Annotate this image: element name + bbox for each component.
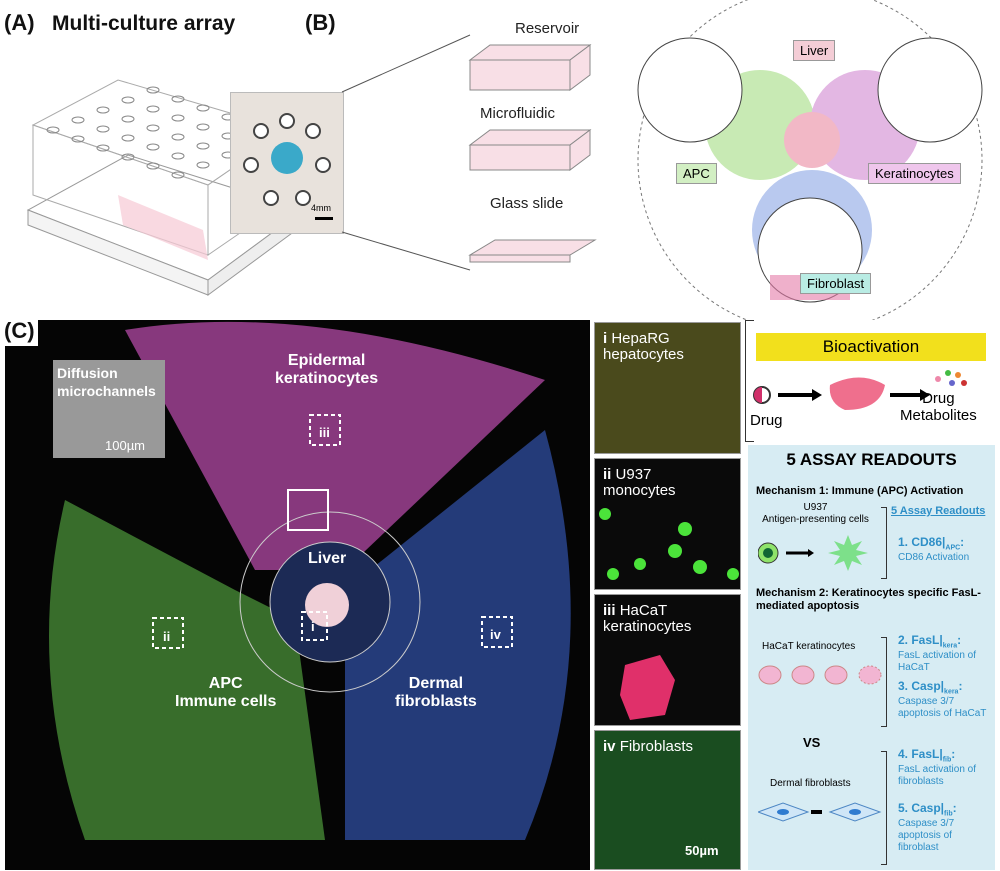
label-dermal-fibroblasts: Dermal fibroblasts xyxy=(395,675,477,710)
inset-text: HaCaT keratinocytes xyxy=(603,602,692,635)
marker-iii: iii xyxy=(319,425,330,440)
inset-text: HepaRG hepatocytes xyxy=(603,330,684,363)
marker-ii: ii xyxy=(163,629,171,644)
inset-num: ii xyxy=(603,466,612,483)
drug-label: Drug xyxy=(750,412,783,429)
assay-readouts-link[interactable]: 5 Assay Readouts xyxy=(891,505,986,517)
panel-a-title: Multi-culture array xyxy=(52,12,236,35)
layer-reservoir: Reservoir xyxy=(515,20,580,37)
inset-fibroblasts: iv Fibroblasts 50µm xyxy=(594,730,741,870)
inset-keratinocytes: iii HaCaT keratinocytes xyxy=(594,594,741,726)
panel-b-label: (B) xyxy=(305,10,336,35)
readout-3-desc: Caspase 3/7 apoptosis of HaCaT xyxy=(898,696,987,719)
label-liver: Liver xyxy=(308,550,347,567)
diffusion-inset-scale: 100µm xyxy=(105,438,146,453)
tissue-liver-label: Liver xyxy=(793,40,836,61)
layer-microfluidic: Microfluidic xyxy=(480,105,556,122)
inset-text: U937 monocytes xyxy=(603,466,676,499)
apc-activation-icon xyxy=(758,535,868,571)
fibroblast-apoptosis-icon xyxy=(758,802,882,822)
monocyte-dots xyxy=(599,508,739,580)
keratinocyte-apoptosis-icon xyxy=(758,665,882,685)
readout-4: 4. FasL|fib: xyxy=(898,747,956,764)
bracket xyxy=(881,751,887,865)
dermal-fibroblasts-label: Dermal fibroblasts xyxy=(770,778,851,789)
u937-label: U937 Antigen-presenting cells xyxy=(762,502,869,525)
inset-num: iv xyxy=(603,738,616,755)
layer-stack-drawing xyxy=(341,34,597,271)
assay-readouts-panel: 5 ASSAY READOUTS Mechanism 1: Immune (AP… xyxy=(748,445,995,870)
readout-3: 3. Casp|kera: xyxy=(898,679,963,696)
inset-num: i xyxy=(603,330,608,347)
bracket xyxy=(881,507,887,579)
readout-5: 5. Casp|fib: xyxy=(898,801,957,818)
label-apc-immune-cells: APC Immune cells xyxy=(175,675,277,710)
panel-a-label: (A) xyxy=(4,10,35,35)
hacat-label: HaCaT keratinocytes xyxy=(762,641,856,652)
readout-2: 2. FasL|kera: xyxy=(898,633,962,650)
bracket xyxy=(881,637,887,727)
mechanism-1: Mechanism 1: Immune (APC) Activation xyxy=(756,485,964,497)
inset-monocytes: ii U937 monocytes xyxy=(594,458,741,590)
tissue-fibroblast-label: Fibroblast xyxy=(800,273,872,294)
marker-iv: iv xyxy=(490,627,501,642)
inset-hepatocytes: i HepaRG hepatocytes xyxy=(594,322,741,454)
tissue-keratinocytes-label: Keratinocytes xyxy=(868,163,961,184)
layer-glass-slide: Glass slide xyxy=(490,195,564,212)
inset-num: iii xyxy=(603,602,616,619)
tissue-apc-label: APC xyxy=(676,163,717,184)
panel-c-label: (C) xyxy=(4,318,38,346)
metabolites-label: Drug Metabolites xyxy=(900,390,977,424)
readout-1: 1. CD86|APC: xyxy=(898,535,965,552)
inset-scale: 50µm xyxy=(685,843,719,858)
chip-photo: 4mm xyxy=(230,92,344,234)
readout-1-desc: CD86 Activation xyxy=(898,552,970,563)
bracket xyxy=(745,320,754,442)
vs-label: VS xyxy=(803,735,821,750)
bioactivation-pathway xyxy=(753,370,967,410)
mechanism-2: Mechanism 2: Keratinocytes specific FasL… xyxy=(756,587,981,612)
chip-scale-label: 4mm xyxy=(311,203,331,213)
diffusion-inset-title: Diffusion microchannels xyxy=(57,365,156,399)
marker-i: i xyxy=(311,619,315,634)
inset-text: Fibroblasts xyxy=(619,738,694,755)
readout-5-desc: Caspase 3/7 apoptosis of fibroblast xyxy=(898,818,955,853)
multi-culture-micrograph: Diffusion microchannels 100µm Epidermal … xyxy=(5,320,590,870)
bioactivation-title: Bioactivation xyxy=(756,333,986,361)
readout-2-desc: FasL activation of HaCaT xyxy=(898,650,977,673)
readouts-title: 5 ASSAY READOUTS xyxy=(786,450,957,469)
readout-4-desc: FasL activation of fibroblasts xyxy=(898,764,977,787)
label-epidermal-keratinocytes: Epidermal keratinocytes xyxy=(275,352,379,387)
